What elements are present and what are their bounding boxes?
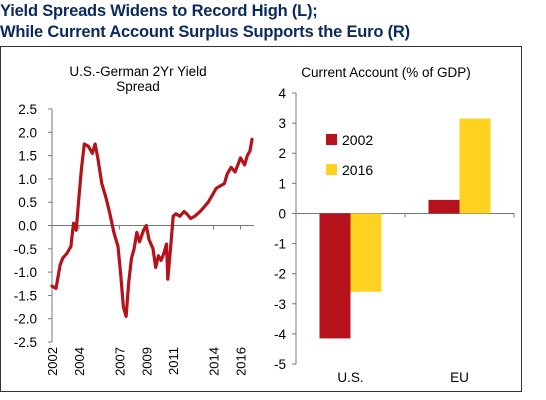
legend-swatch-2002 (326, 134, 337, 145)
left-x-tick-label: 2011 (166, 347, 181, 375)
right-chart-title: Current Account (% of GDP) (301, 65, 471, 80)
left-y-tick-label: -1.0 (14, 265, 37, 280)
bar-2016-eu (459, 118, 491, 214)
right-y-tick-label: 2 (278, 146, 286, 161)
left-y-tick-label: -2.0 (14, 312, 37, 327)
right-y-tick-label: -3 (274, 297, 286, 312)
legend-swatch-2016 (326, 164, 337, 175)
left-x-tick-labels: 2002 2004 2007 2009 2011 2014 2016 (45, 347, 249, 376)
current-account-bar-chart: Current Account (% of GDP) 4 3 2 1 0 -1 -2 -3 -4… (274, 65, 515, 385)
right-y-tick-label: 4 (278, 86, 286, 101)
left-y-tick-label: -1.5 (14, 288, 37, 303)
left-x-tick-label: 2007 (112, 347, 127, 376)
bar-2016-us (350, 213, 382, 292)
left-x-tick-label: 2016 (234, 347, 249, 376)
left-chart-title-line-1: U.S.-German 2Yr Yield (69, 64, 206, 79)
right-y-tick-labels: 4 3 2 1 0 -1 -2 -3 -4 -5 (274, 86, 287, 372)
charts-panel: U.S.-German 2Yr Yield Spread 2.5 2.0 1.5 1.… (14, 64, 515, 385)
right-y-tick-label: -5 (274, 357, 286, 372)
chart-title-line-2: While Current Account Surplus Supports t… (0, 23, 410, 41)
left-y-tick-label: -2.5 (14, 335, 37, 350)
right-legend: 2002 2016 (326, 132, 373, 178)
chart-title-line-1: Yield Spreads Widens to Record High (L); (0, 2, 318, 20)
bar-2002-eu (428, 199, 460, 214)
right-y-tick-label: 1 (278, 176, 286, 191)
left-chart-title-line-2: Spread (116, 79, 160, 94)
left-y-tick-label: 1.0 (18, 172, 37, 187)
left-y-tick-label: 0.0 (18, 219, 37, 234)
right-bars (319, 118, 491, 339)
right-x-tick-label: EU (450, 370, 469, 385)
spread-line-chart: U.S.-German 2Yr Yield Spread 2.5 2.0 1.5 1.… (14, 64, 254, 376)
right-y-tick-label: -2 (274, 267, 286, 282)
bar-2002-us (319, 213, 351, 339)
left-y-tick-label: 0.5 (18, 195, 37, 210)
right-y-tick-label: 0 (278, 206, 286, 221)
legend-label-2016: 2016 (342, 162, 373, 178)
spread-series-line (50, 137, 254, 318)
right-y-tick-label: -4 (274, 327, 286, 342)
left-y-tick-label: 1.5 (18, 149, 37, 164)
left-x-tick-label: 2004 (72, 347, 87, 376)
chart-frame (0, 46, 522, 392)
right-y-tick-label: -1 (274, 237, 286, 252)
left-axes (48, 108, 254, 343)
left-y-tick-labels: 2.5 2.0 1.5 1.0 0.5 0.0 -0.5 -1.0 -1.5 -2.0 -2.5 (14, 102, 37, 350)
right-x-tick-label: U.S. (337, 370, 363, 385)
right-y-tick-label: 3 (278, 116, 286, 131)
legend-label-2002: 2002 (342, 132, 373, 148)
left-y-tick-label: 2.5 (18, 102, 37, 117)
left-x-tick-label: 2009 (139, 347, 154, 376)
left-x-tick-label: 2014 (207, 347, 222, 376)
right-x-tick-labels: U.S. EU (337, 370, 469, 385)
left-x-tick-label: 2002 (45, 347, 60, 376)
left-y-tick-label: -0.5 (14, 242, 37, 257)
left-y-tick-label: 2.0 (18, 125, 37, 140)
